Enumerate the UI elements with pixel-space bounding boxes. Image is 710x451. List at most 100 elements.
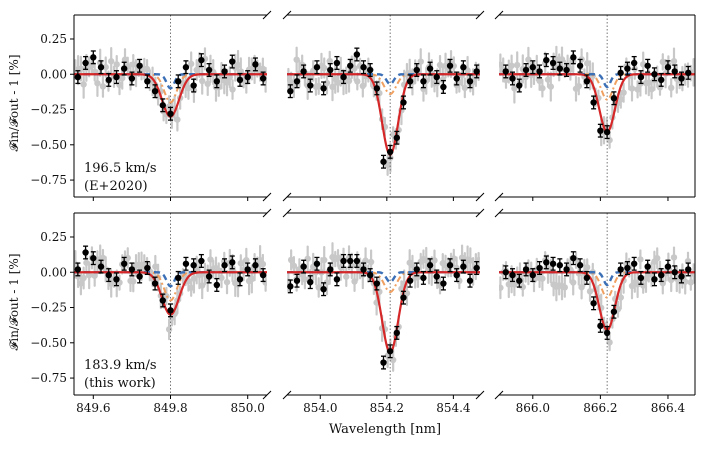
x-tick-label: 866.0 [516, 401, 550, 415]
binned-point [307, 82, 314, 89]
raw-point [584, 60, 591, 67]
binned-point [320, 285, 327, 293]
binned-point [105, 76, 112, 84]
raw-point [226, 73, 233, 81]
axis-break-mark [475, 390, 485, 400]
model-fit-curve [499, 73, 695, 134]
binned-point [473, 264, 480, 272]
x-tick-label: 866.2 [583, 401, 617, 415]
binned-point [236, 76, 244, 84]
binned-point [460, 64, 467, 71]
raw-point [456, 277, 463, 285]
axis-break-mark [282, 390, 292, 400]
binned-point [252, 61, 259, 68]
binned-point [320, 85, 327, 92]
raw-point [467, 257, 474, 264]
binned-point [400, 294, 407, 301]
binned-point [113, 276, 120, 283]
binned-point [563, 266, 570, 273]
y-tick-label: −0.25 [30, 103, 67, 117]
raw-point [508, 62, 515, 69]
binned-point [549, 260, 557, 267]
binned-point [221, 262, 228, 269]
raw-point [94, 80, 101, 87]
binned-point [136, 273, 143, 280]
binned-point [393, 329, 401, 337]
binned-point [446, 62, 454, 69]
axis-break-mark [494, 390, 504, 400]
binned-point [597, 322, 604, 330]
raw-point [539, 275, 546, 282]
axis-break-mark [262, 10, 272, 20]
binned-point [543, 259, 550, 266]
axis-break-mark [475, 192, 485, 202]
binned-point [287, 87, 294, 95]
binned-point [229, 259, 236, 266]
binned-point [313, 260, 321, 267]
binned-point [205, 66, 213, 74]
binned-point [413, 266, 420, 273]
binned-point [82, 59, 89, 67]
raw-point [634, 281, 641, 288]
binned-point [259, 271, 267, 279]
panel-r1-c2 [282, 10, 485, 202]
raw-point [187, 60, 195, 68]
raw-point [113, 61, 120, 68]
binned-point [664, 263, 672, 270]
raw-point [91, 272, 98, 279]
raw-point [558, 56, 566, 63]
x-tick-label: 854.4 [436, 401, 471, 415]
y-tick-label: 0.00 [40, 67, 67, 81]
y-tick-label: −0.75 [30, 173, 67, 187]
raw-point [287, 256, 295, 264]
binned-point [175, 274, 182, 282]
binned-point [597, 127, 604, 134]
raw-point [326, 57, 333, 65]
binned-point [333, 59, 341, 67]
binned-point [466, 78, 474, 85]
binned-point [144, 78, 151, 85]
binned-point [426, 65, 434, 72]
binned-point [400, 99, 407, 106]
binned-point [446, 262, 454, 269]
binned-point [175, 78, 182, 85]
binned-point [610, 308, 618, 315]
binned-point [556, 65, 564, 72]
binned-point [502, 269, 509, 276]
raw-point [301, 276, 309, 283]
binned-point [433, 73, 440, 81]
raw-point [80, 274, 87, 282]
binned-point [113, 73, 120, 81]
binned-point [229, 58, 236, 65]
raw-point [617, 294, 624, 301]
x-tick-label: 850.0 [231, 401, 265, 415]
binned-point [360, 266, 367, 273]
raw-point [199, 77, 206, 85]
axis-break-mark [282, 10, 292, 20]
binned-point [603, 329, 611, 337]
binned-point [300, 263, 307, 270]
binned-point [213, 78, 221, 85]
binned-point [128, 266, 136, 273]
binned-point [440, 83, 447, 91]
binned-point [453, 75, 460, 82]
binned-point [536, 264, 543, 272]
binned-point [570, 254, 577, 262]
binned-point [120, 260, 128, 267]
raw-point [505, 281, 512, 288]
y-tick-label: −0.25 [30, 301, 67, 315]
raw-point [323, 279, 331, 286]
binned-point [637, 73, 645, 81]
binned-point [509, 271, 516, 279]
binned-point [244, 73, 251, 81]
binned-point [386, 348, 394, 355]
binned-point [293, 78, 301, 85]
raw-point [185, 84, 192, 92]
panel-r1-c3 [494, 10, 696, 202]
binned-point [151, 280, 159, 287]
raw-point [561, 284, 568, 291]
binned-point [658, 271, 665, 279]
raw-point [461, 84, 469, 92]
raw-point [119, 74, 126, 82]
axis-break-mark [282, 192, 292, 202]
